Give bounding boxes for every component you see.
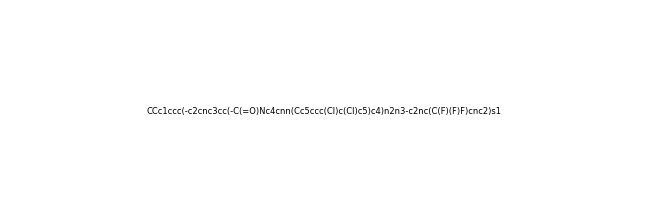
Text: CCc1ccc(-c2cnc3cc(-C(=O)Nc4cnn(Cc5ccc(Cl)c(Cl)c5)c4)n2n3-c2nc(C(F)(F)F)cnc2)s1: CCc1ccc(-c2cnc3cc(-C(=O)Nc4cnn(Cc5ccc(Cl…	[146, 107, 502, 115]
